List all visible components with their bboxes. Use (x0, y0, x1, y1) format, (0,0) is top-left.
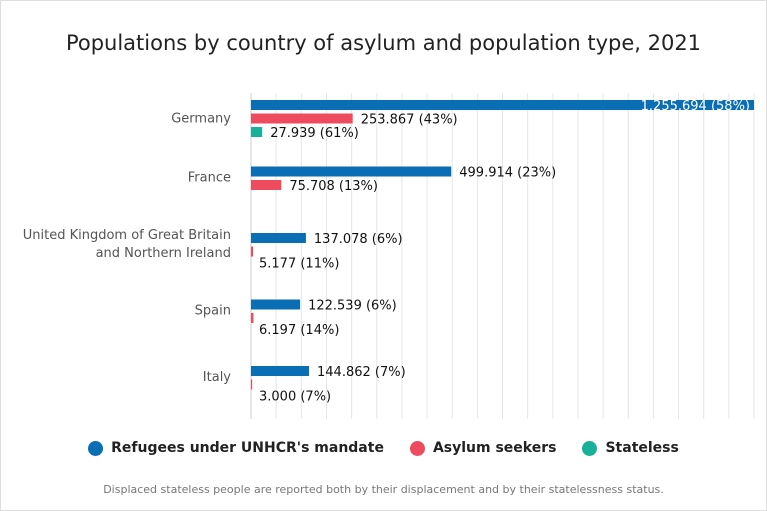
legend-marker-stateless (582, 440, 598, 456)
bar (251, 100, 754, 110)
data-label: 75.708 (13%) (289, 179, 378, 194)
bar (251, 246, 254, 257)
bar (251, 313, 254, 323)
data-label: 5.177 (11%) (259, 257, 339, 272)
bar (251, 180, 282, 190)
data-label: 3.000 (7%) (259, 390, 331, 405)
chart-title: Populations by country of asylum and pop… (65, 31, 702, 55)
legend-label-asylum-seekers: Asylum seekers (432, 440, 557, 456)
category-label: Germany (171, 112, 231, 127)
data-label: 144.862 (7%) (317, 365, 406, 380)
bar (251, 127, 263, 137)
bar (251, 379, 253, 390)
footnote: Displaced stateless people are reported … (103, 483, 664, 496)
bar (251, 113, 353, 124)
legend-item-refugees[interactable]: Refugees under UNHCR's mandate (88, 440, 384, 456)
bar (251, 233, 306, 243)
bar (251, 299, 301, 310)
legend-item-asylum-seekers[interactable]: Asylum seekers (409, 440, 557, 456)
bar (251, 166, 452, 177)
legend-marker-asylum-seekers (409, 440, 425, 456)
legend: Refugees under UNHCR's mandate Asylum se… (1, 440, 766, 456)
data-label: 122.539 (6%) (308, 299, 397, 314)
legend-label-refugees: Refugees under UNHCR's mandate (111, 440, 384, 456)
legend-label-stateless: Stateless (605, 440, 679, 456)
data-label: 253.867 (43%) (361, 113, 458, 128)
category-label: Italy (203, 370, 232, 385)
data-label: 1.255.694 (58%) (641, 99, 750, 114)
category-label: France (188, 171, 231, 186)
data-label: 499.914 (23%) (459, 166, 556, 181)
data-label: 137.078 (6%) (314, 232, 403, 247)
legend-marker-refugees (88, 440, 104, 456)
category-label: Spain (195, 304, 231, 319)
legend-item-stateless[interactable]: Stateless (582, 440, 679, 456)
data-label: 6.197 (14%) (259, 323, 339, 338)
bar (251, 366, 310, 376)
data-label: 27.939 (61%) (270, 126, 359, 141)
category-label: United Kingdom of Great Britain and North… (23, 228, 231, 261)
